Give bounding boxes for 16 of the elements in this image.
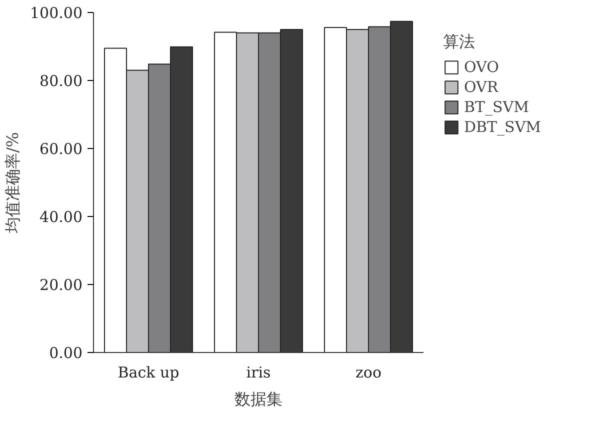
legend-label: OVR (464, 78, 498, 96)
y-axis-title: 均值准确率/% (3, 132, 22, 234)
y-tick-label: 80.00 (40, 72, 83, 90)
y-tick-label: 100.00 (30, 4, 83, 22)
legend-label: BT_SVM (464, 98, 529, 116)
x-axis-title: 数据集 (234, 390, 282, 408)
x-tick-label: Back up (118, 364, 180, 382)
y-tick-label: 20.00 (40, 276, 83, 294)
legend-title: 算法 (443, 32, 476, 53)
legend-label: OVO (464, 58, 499, 76)
x-tick-label: zoo (356, 364, 382, 382)
y-tick-label: 60.00 (40, 140, 83, 158)
x-tick-label: iris (246, 364, 271, 382)
y-tick-label: 0.00 (49, 344, 83, 362)
y-tick-label: 40.00 (40, 208, 83, 226)
legend-label: DBT_SVM (464, 118, 542, 136)
